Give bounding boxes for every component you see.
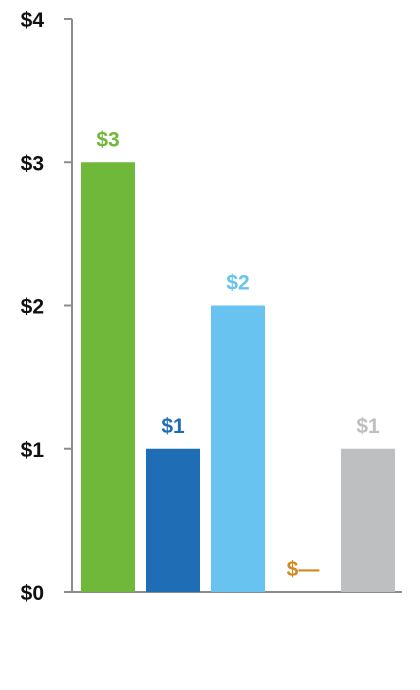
y-tick-label: $0 — [21, 582, 44, 605]
y-tick-label: $1 — [21, 439, 45, 462]
bar-data-label: $2 — [226, 272, 249, 295]
y-tick-label: $4 — [21, 9, 45, 32]
bar — [81, 162, 135, 592]
bar — [146, 448, 200, 592]
bar-data-label: $1 — [161, 415, 185, 438]
y-tick-label: $3 — [21, 152, 44, 175]
bar — [341, 448, 395, 592]
y-tick-label: $2 — [21, 296, 44, 319]
bar-data-label: $3 — [96, 128, 119, 151]
y-ticks: $0 $1 $2 $3 $4 — [21, 9, 72, 605]
bar — [211, 305, 265, 592]
bars — [81, 162, 395, 592]
bar-data-label: $1 — [356, 415, 380, 438]
bar-data-label: $— — [287, 558, 320, 581]
data-labels: $3 $1 $2 $— $1 — [96, 128, 380, 581]
